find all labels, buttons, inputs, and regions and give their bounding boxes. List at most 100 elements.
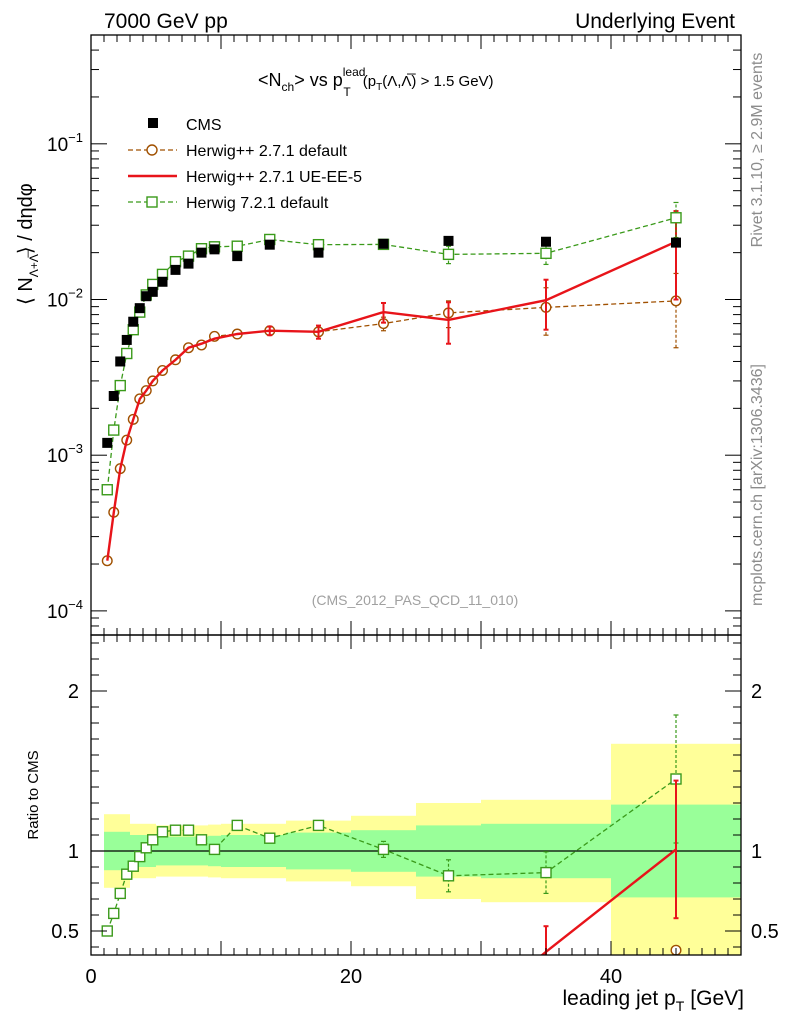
ratio-y-tick-label-right: 0.5 xyxy=(751,921,779,943)
legend-marker-herwigpp-default xyxy=(146,144,158,156)
herwigpp-ueee5-line xyxy=(106,240,677,561)
cms-data-point xyxy=(183,258,194,269)
ratio-herwig7-point xyxy=(264,832,276,844)
title-vs: > vs p xyxy=(294,70,343,90)
ratio-herwig7-point xyxy=(182,824,195,836)
main-y-axis-label: ⟨ NΛ+Λ̅⟩ / dηdφ xyxy=(15,183,41,305)
cms-data-point xyxy=(157,276,168,287)
herwigpp-default-line xyxy=(106,300,677,561)
legend: CMS Herwig++ 2.7.1 default Herwig++ 2.7.… xyxy=(128,117,362,212)
y-tick-label: 10−4 xyxy=(47,597,83,623)
ratio-panel-background xyxy=(91,743,741,955)
y-tick-base: 10 xyxy=(47,291,68,312)
ratio-herwig7-point xyxy=(147,834,159,846)
analysis-watermark: (CMS_2012_PAS_QCD_11_010) xyxy=(312,592,519,608)
ratio-y-axis-label: Ratio to CMS xyxy=(25,750,42,839)
xlabel-main: leading jet p xyxy=(562,987,675,1010)
y-tick-exponent: −3 xyxy=(68,441,83,456)
ratio-herwig7-point xyxy=(127,860,139,872)
y-tick-base: 10 xyxy=(47,135,68,156)
header-right: Underlying Event xyxy=(575,10,735,33)
ratio-herwig7-point xyxy=(442,870,455,882)
cms-data-point xyxy=(196,247,207,258)
legend-marker-cms xyxy=(148,118,158,128)
cms-data-point xyxy=(170,264,181,275)
ratio-herwig7-point xyxy=(540,866,552,879)
cms-data-point xyxy=(541,236,551,247)
herwig7-point xyxy=(114,379,126,392)
ratio-herwig7-point xyxy=(121,868,133,880)
cms-data-point xyxy=(141,291,152,302)
ylabel-sub: Λ+Λ̅ xyxy=(27,250,41,277)
title-nch-sub: ch xyxy=(282,80,295,94)
y-tick-base: 10 xyxy=(47,602,68,623)
ratio-herwig7-point xyxy=(377,843,390,856)
x-tick-label: 20 xyxy=(340,966,362,988)
legend-marker-herwig7 xyxy=(146,196,158,208)
herwig7-point xyxy=(108,424,120,436)
ratio-herwig7-point xyxy=(108,907,120,920)
x-tick-label: 0 xyxy=(85,966,96,988)
ratio-herwig7-point xyxy=(156,826,169,838)
ratio-y-tick-label-left: 0.5 xyxy=(51,921,79,943)
ratio-herwig7-point xyxy=(312,819,325,832)
cms-data-point xyxy=(102,437,113,448)
herwig7-point xyxy=(121,347,133,360)
legend-entry-herwigpp-ueee5: Herwig++ 2.7.1 UE-EE-5 xyxy=(128,169,362,186)
cms-data-point xyxy=(209,244,220,255)
herwig7-point xyxy=(670,212,682,224)
title-cond-sub: T xyxy=(376,82,382,93)
cms-data-point xyxy=(147,286,158,297)
header-left: 7000 GeV pp xyxy=(104,10,228,33)
cms-data-point xyxy=(378,238,389,249)
cms-data-point xyxy=(232,251,243,262)
x-axis-label: leading jet pT [GeV] xyxy=(562,987,744,1014)
y-tick-exponent: −4 xyxy=(68,597,83,612)
title-pt-sub: T xyxy=(343,85,351,99)
cms-data-point xyxy=(264,239,275,250)
legend-label-cms: CMS xyxy=(186,117,222,134)
legend-entry-herwig7: Herwig 7.2.1 default xyxy=(128,195,329,212)
title-pt-sup: lead xyxy=(343,65,366,79)
ratio-y-tick-label-right: 1 xyxy=(751,841,762,863)
main-panel-series xyxy=(101,201,682,567)
ratio-herwig7-point xyxy=(140,842,152,854)
y-tick-label: 10−1 xyxy=(47,130,83,156)
xlabel-sub: T xyxy=(676,998,685,1014)
cms-data-point xyxy=(134,303,145,314)
x-tick-label: 40 xyxy=(600,966,622,988)
y-tick-exponent: −1 xyxy=(68,130,83,145)
ratio-herwig7-point xyxy=(169,824,182,836)
title-cond-rest: (Λ,Λ̅) > 1.5 GeV) xyxy=(382,73,493,90)
herwig7-point xyxy=(540,247,552,260)
cms-data-point xyxy=(313,247,324,258)
ratio-herwig7-point xyxy=(195,834,208,846)
y-tick-label: 10−2 xyxy=(47,286,83,312)
cms-data-point xyxy=(121,334,132,345)
herwig7-line xyxy=(106,217,677,490)
legend-label-herwigpp-ueee5: Herwig++ 2.7.1 UE-EE-5 xyxy=(186,169,362,186)
cms-data-point xyxy=(108,391,119,402)
ratio-herwig7-point xyxy=(114,887,126,900)
y-tick-base: 10 xyxy=(47,446,68,467)
cms-data-point xyxy=(443,235,454,246)
legend-entry-herwigpp-default: Herwig++ 2.7.1 default xyxy=(128,143,348,160)
title-nch: <N xyxy=(258,70,282,90)
xlabel-unit: [GeV] xyxy=(690,987,744,1010)
legend-entry-cms: CMS xyxy=(148,117,222,134)
ratio-herwig7-point xyxy=(231,819,243,832)
ylabel-open: ⟨ N xyxy=(15,277,37,305)
legend-label-herwig7: Herwig 7.2.1 default xyxy=(186,195,329,212)
mcplots-label: mcplots.cern.ch [arXiv:1306.3436] xyxy=(749,364,766,606)
y-tick-exponent: −2 xyxy=(68,286,83,301)
main-title: <Nch> vs plead T(pT(Λ,Λ̅) > 1.5 GeV) xyxy=(258,65,494,99)
ylabel-close: ⟩ / dηdφ xyxy=(15,183,37,254)
cms-data-point xyxy=(128,316,139,327)
ratio-herwig7-point xyxy=(134,850,146,863)
ratio-panel-axes: 0 20 40 0.5 0.5 1 1 2 2 xyxy=(51,634,779,988)
ratio-y-tick-label-left: 2 xyxy=(68,681,79,703)
herwig7-point xyxy=(442,248,455,261)
ratio-y-tick-label-right: 2 xyxy=(751,681,762,703)
ratio-herwig7-point xyxy=(208,843,221,856)
